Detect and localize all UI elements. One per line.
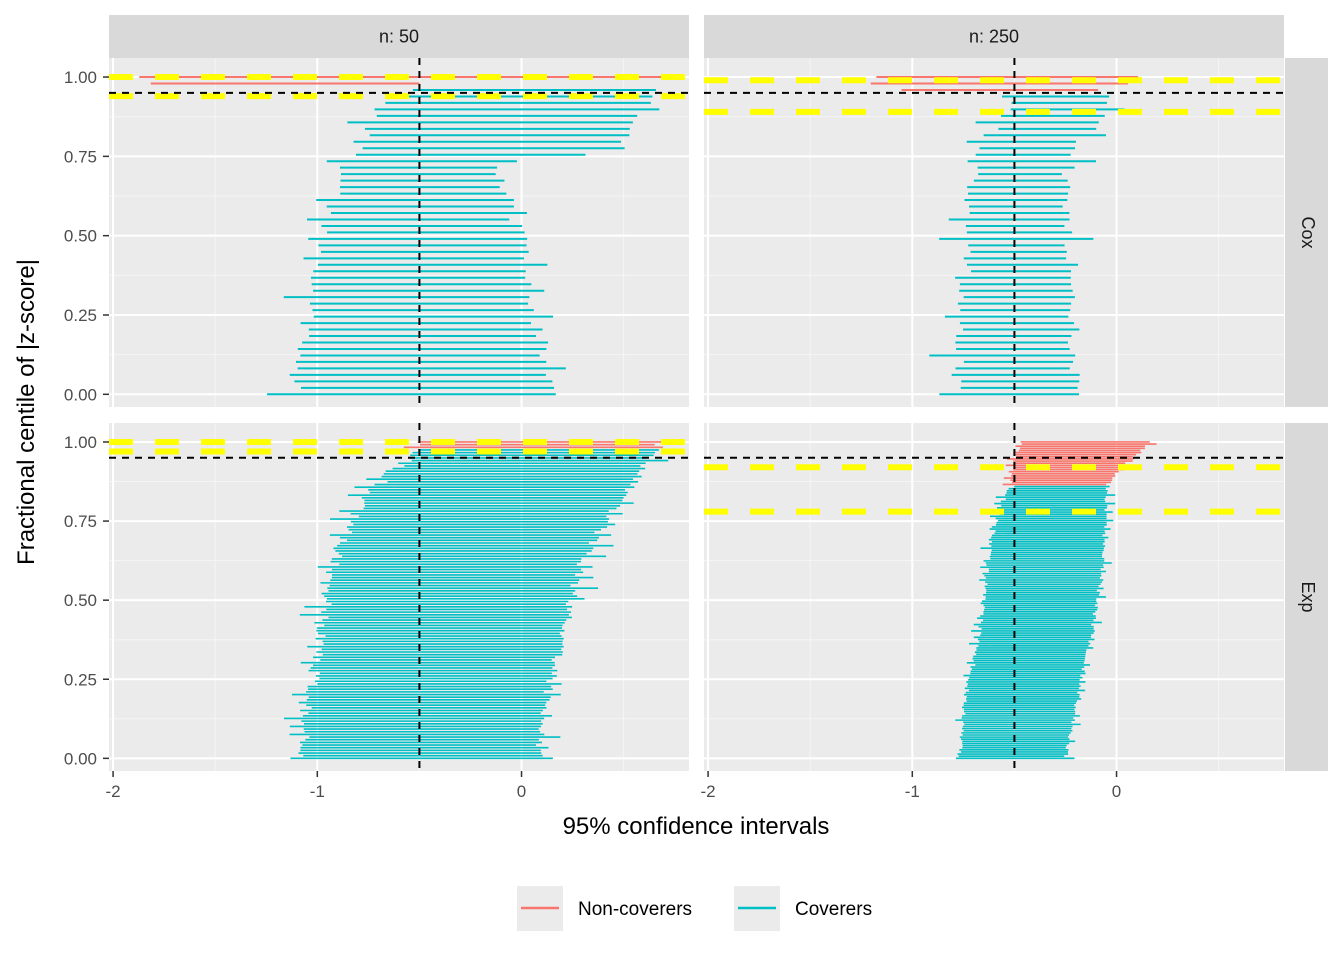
column-strip-label: n: 50 <box>379 27 419 47</box>
axes-layer: 0.00 0.25 0.50 0.75 1.00 -2 -1 0 0.00 0.25 0.50 0.7… <box>64 68 1121 801</box>
y-tick-label: 1.00 <box>64 433 97 452</box>
y-tick-label: 0.75 <box>64 147 97 166</box>
y-tick-label: 0.50 <box>64 591 97 610</box>
legend-item: Coverers <box>734 886 872 931</box>
column-strip <box>704 15 1284 58</box>
panel-exp-n50 <box>109 423 689 771</box>
y-tick-label: 0.00 <box>64 749 97 768</box>
y-tick-label: 0.00 <box>64 385 97 404</box>
y-tick-label: 1.00 <box>64 68 97 87</box>
legend-label: Coverers <box>795 899 872 920</box>
y-axis-title: Fractional centile of |z-score| <box>13 259 40 565</box>
panel-cox-n250 <box>704 58 1284 407</box>
panel-exp-n250 <box>704 423 1284 771</box>
column-strip-label: n: 250 <box>969 27 1019 47</box>
row-strip-label: Exp <box>1298 581 1318 612</box>
x-tick-label: 0 <box>1112 782 1121 801</box>
x-axis-title: 95% confidence intervals <box>563 813 830 840</box>
y-tick-label: 0.25 <box>64 306 97 325</box>
panel-cox-n50 <box>109 58 689 407</box>
y-tick-label: 0.25 <box>64 670 97 689</box>
row-strip <box>1285 423 1328 771</box>
legend-item: Non-coverers <box>517 886 692 931</box>
strips-layer: n: 50 n: 250 Cox Exp <box>109 15 1328 771</box>
y-tick-label: 0.50 <box>64 227 97 246</box>
row-strip-label: Cox <box>1298 216 1318 248</box>
column-strip <box>109 15 689 58</box>
y-tick-label: 0.75 <box>64 512 97 531</box>
legend-label: Non-coverers <box>578 899 692 920</box>
x-tick-label: 0 <box>517 782 526 801</box>
x-tick-label: -2 <box>701 782 716 801</box>
legend: Non-coverers Coverers <box>517 886 872 931</box>
row-strip <box>1285 58 1328 407</box>
x-tick-label: -1 <box>905 782 920 801</box>
x-tick-label: -2 <box>106 782 121 801</box>
panels-layer <box>109 58 1284 771</box>
x-tick-label: -1 <box>310 782 325 801</box>
